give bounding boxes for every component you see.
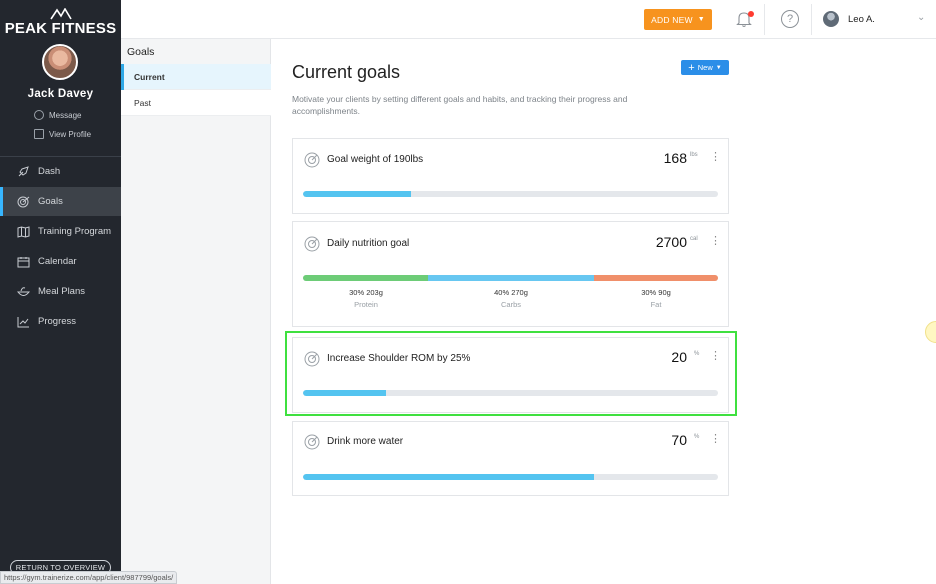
sidebar-item-calendar[interactable]: Calendar bbox=[0, 247, 121, 276]
client-avatar[interactable] bbox=[42, 44, 78, 80]
message-link[interactable]: Message bbox=[34, 110, 81, 120]
top-bar: ADD NEW ▼ ? Leo A. ⌄ bbox=[121, 0, 936, 39]
goal-title: Increase Shoulder ROM by 25% bbox=[327, 353, 471, 364]
sidebar-item-label: Goals bbox=[38, 196, 63, 207]
subnav-title: Goals bbox=[127, 46, 155, 58]
progress-bar-fill bbox=[303, 390, 386, 396]
new-goal-button[interactable]: + New ▼ bbox=[681, 60, 729, 75]
macro-name-protein: Protein bbox=[354, 300, 378, 309]
chat-bubble-icon bbox=[34, 110, 44, 120]
goal-unit: cal bbox=[690, 236, 698, 242]
macro-segment-protein bbox=[303, 275, 428, 281]
progress-bar bbox=[303, 390, 718, 396]
more-options-icon[interactable]: ⋮ bbox=[710, 433, 721, 445]
goal-card[interactable]: Increase Shoulder ROM by 25% 20 % ⋮ bbox=[292, 337, 729, 413]
map-icon bbox=[17, 225, 30, 238]
chart-icon bbox=[17, 316, 30, 328]
progress-bar-fill bbox=[303, 191, 411, 197]
macro-segment-carbs bbox=[427, 275, 594, 281]
client-name: Jack Davey bbox=[27, 88, 94, 100]
more-options-icon[interactable]: ⋮ bbox=[710, 151, 721, 163]
target-icon bbox=[304, 236, 320, 252]
macro-segment-fat bbox=[593, 275, 718, 281]
sidebar-item-label: Dash bbox=[38, 166, 61, 177]
sidebar-item-label: Meal Plans bbox=[38, 286, 85, 297]
macro-label-fat: 30% 90g bbox=[641, 288, 671, 297]
sidebar-item-progress[interactable]: Progress bbox=[0, 307, 121, 336]
sidebar-item-meal-plans[interactable]: Meal Plans bbox=[0, 277, 121, 306]
goal-value: 168 bbox=[663, 150, 687, 166]
goal-value: 70 bbox=[671, 432, 687, 448]
add-new-button[interactable]: ADD NEW ▼ bbox=[644, 9, 712, 30]
goal-title: Daily nutrition goal bbox=[327, 238, 410, 249]
sidebar-item-goals[interactable]: Goals bbox=[0, 187, 121, 216]
goals-subnav: Goals Current Past bbox=[121, 39, 271, 584]
sidebar-item-label: Calendar bbox=[38, 256, 77, 267]
view-profile-link[interactable]: View Profile bbox=[34, 129, 91, 139]
goal-title: Drink more water bbox=[327, 436, 404, 447]
target-icon bbox=[17, 196, 30, 208]
brand-logo[interactable]: PEAK FITNESS bbox=[0, 8, 121, 37]
goal-card[interactable]: Drink more water 70 % ⋮ bbox=[292, 421, 729, 496]
chevron-down-icon[interactable]: ⌄ bbox=[917, 12, 926, 23]
bell-icon[interactable] bbox=[735, 10, 753, 28]
floating-help-bubble[interactable] bbox=[925, 321, 936, 343]
page-description: Motivate your clients by setting differe… bbox=[292, 94, 628, 116]
progress-bar-fill bbox=[303, 474, 594, 480]
macro-progress-bar bbox=[303, 275, 718, 281]
goal-unit: % bbox=[694, 351, 700, 357]
sidebar: PEAK FITNESS Jack Davey Message View Pro… bbox=[0, 0, 121, 584]
view-profile-label: View Profile bbox=[49, 129, 92, 139]
macro-name-fat: Fat bbox=[650, 300, 662, 309]
sidebar-divider bbox=[0, 156, 121, 157]
new-button-label: New bbox=[697, 63, 713, 72]
goal-unit: % bbox=[694, 434, 700, 440]
add-new-label: ADD NEW bbox=[651, 14, 693, 25]
page-title: Current goals bbox=[292, 62, 401, 82]
progress-bar bbox=[303, 474, 718, 480]
sidebar-item-training-program[interactable]: Training Program bbox=[0, 217, 121, 246]
macro-label-protein: 30% 203g bbox=[349, 288, 383, 297]
more-options-icon[interactable]: ⋮ bbox=[710, 350, 721, 362]
notification-dot bbox=[748, 11, 754, 17]
calendar-icon bbox=[17, 256, 30, 268]
macro-name-carbs: Carbs bbox=[500, 300, 521, 309]
goal-value: 2700 bbox=[655, 234, 687, 250]
rocket-icon bbox=[17, 165, 30, 178]
sidebar-item-dash[interactable]: Dash bbox=[0, 157, 121, 186]
target-icon bbox=[304, 351, 320, 367]
sidebar-item-label: Training Program bbox=[38, 226, 112, 237]
plus-icon: + bbox=[688, 61, 695, 74]
goal-card[interactable]: Daily nutrition goal 2700 cal ⋮ 30% 203g… bbox=[292, 221, 729, 327]
sidebar-item-label: Progress bbox=[38, 316, 77, 327]
profile-card-icon bbox=[34, 129, 44, 139]
goal-unit: lbs bbox=[690, 152, 698, 158]
goal-card[interactable]: Goal weight of 190lbs 168 lbs ⋮ bbox=[292, 138, 729, 214]
user-name[interactable]: Leo A. bbox=[848, 14, 875, 25]
goal-value: 20 bbox=[671, 349, 687, 365]
topbar-divider bbox=[764, 4, 765, 35]
status-bar-url: https://gym.trainerize.com/app/client/98… bbox=[0, 571, 178, 584]
caret-down-icon: ▼ bbox=[697, 16, 705, 23]
message-label: Message bbox=[49, 110, 82, 120]
caret-down-icon: ▼ bbox=[715, 64, 722, 71]
progress-bar bbox=[303, 191, 718, 197]
brand-name: PEAK FITNESS bbox=[4, 20, 117, 37]
goal-title: Goal weight of 190lbs bbox=[327, 154, 424, 165]
topbar-divider bbox=[811, 4, 812, 35]
target-icon bbox=[304, 152, 320, 168]
user-avatar[interactable] bbox=[823, 11, 839, 27]
more-options-icon[interactable]: ⋮ bbox=[710, 235, 721, 247]
help-icon[interactable]: ? bbox=[781, 10, 799, 28]
mountain-icon bbox=[49, 8, 72, 20]
subnav-item-past[interactable]: Past bbox=[121, 90, 271, 116]
subnav-item-current[interactable]: Current bbox=[121, 64, 271, 90]
macro-label-carbs: 40% 270g bbox=[494, 288, 528, 297]
food-bowl-icon bbox=[17, 286, 30, 298]
target-icon bbox=[304, 434, 320, 450]
